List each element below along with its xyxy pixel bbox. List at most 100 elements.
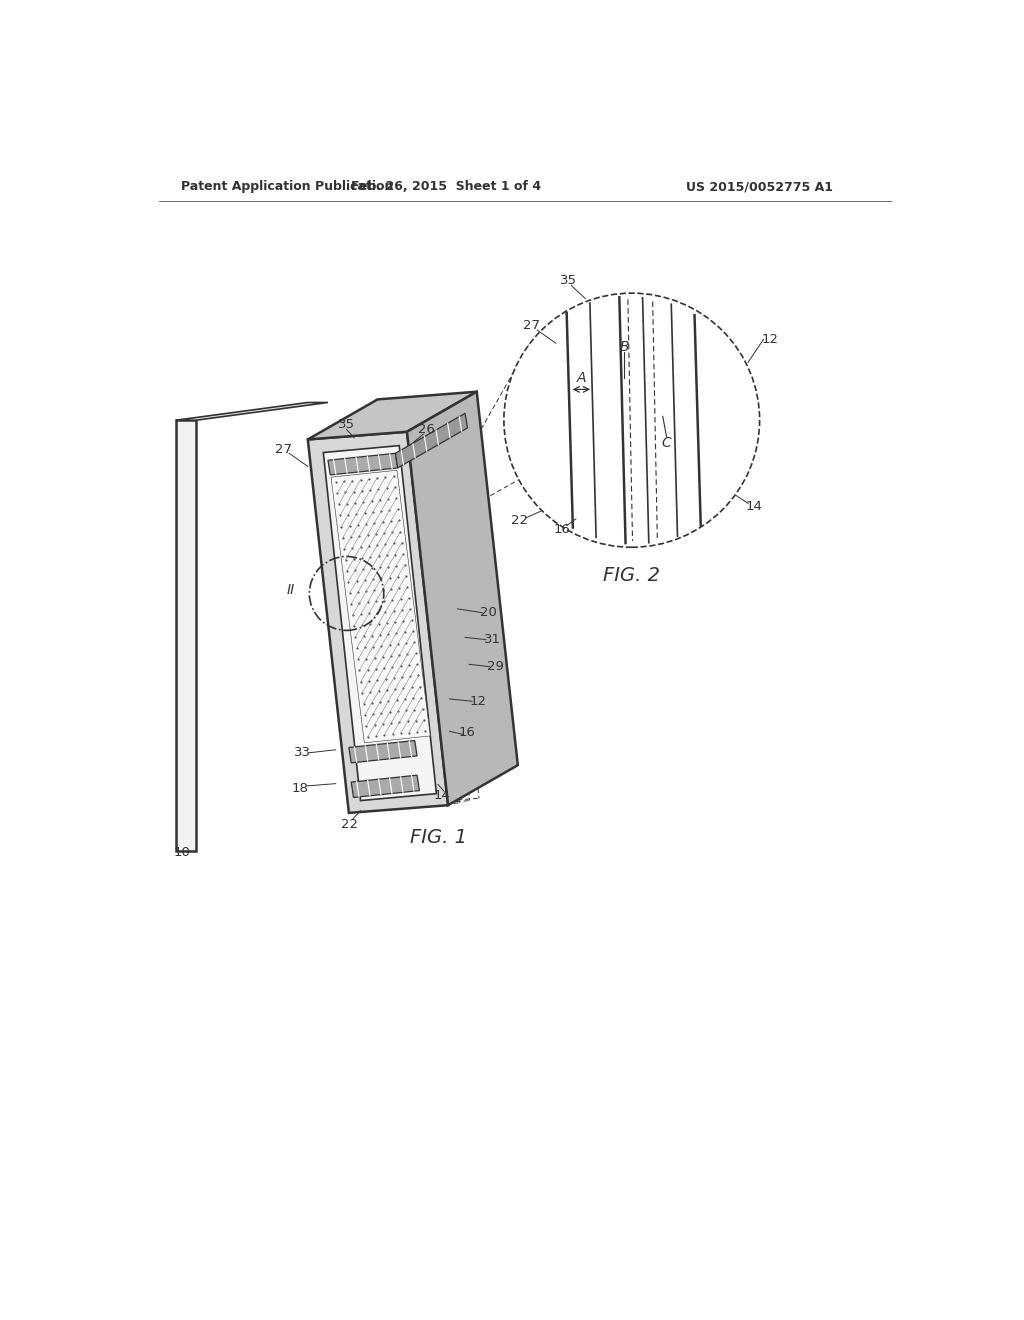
- Polygon shape: [407, 392, 518, 805]
- Point: [352, 671, 369, 692]
- Point: [369, 602, 385, 623]
- Point: [381, 568, 397, 589]
- Point: [389, 566, 406, 587]
- Point: [364, 557, 380, 578]
- Point: [362, 681, 379, 702]
- Polygon shape: [395, 413, 467, 469]
- Point: [356, 503, 373, 524]
- Point: [402, 665, 419, 686]
- Point: [376, 725, 392, 746]
- Point: [355, 693, 372, 714]
- Point: [397, 565, 414, 586]
- Point: [382, 701, 398, 722]
- Point: [339, 492, 355, 513]
- Polygon shape: [176, 403, 328, 420]
- Point: [404, 688, 421, 709]
- Point: [387, 544, 403, 565]
- Point: [331, 494, 347, 515]
- Point: [413, 686, 429, 708]
- Point: [362, 479, 379, 500]
- Point: [358, 648, 375, 669]
- Point: [352, 603, 369, 624]
- Point: [375, 512, 391, 533]
- Point: [407, 700, 423, 721]
- Point: [365, 502, 381, 523]
- Point: [359, 524, 376, 545]
- Point: [399, 711, 416, 733]
- Point: [390, 701, 407, 722]
- Point: [367, 579, 383, 601]
- Point: [384, 521, 400, 543]
- Point: [379, 612, 395, 634]
- Point: [356, 704, 373, 725]
- Point: [379, 478, 395, 499]
- Point: [377, 466, 393, 487]
- Point: [391, 510, 408, 531]
- Point: [388, 556, 404, 577]
- Text: 35: 35: [338, 417, 355, 430]
- Point: [350, 582, 367, 603]
- Point: [395, 610, 412, 631]
- Point: [352, 536, 369, 557]
- Point: [400, 655, 417, 676]
- Text: B: B: [620, 341, 629, 354]
- Point: [355, 558, 372, 579]
- Point: [365, 569, 381, 590]
- Text: 16: 16: [459, 726, 476, 739]
- Point: [359, 659, 376, 680]
- Point: [343, 594, 359, 615]
- Polygon shape: [328, 453, 397, 475]
- Point: [375, 714, 391, 735]
- Point: [348, 638, 365, 659]
- Point: [341, 515, 357, 536]
- Point: [364, 692, 380, 713]
- Point: [328, 471, 344, 492]
- Point: [369, 535, 385, 556]
- Point: [395, 543, 412, 564]
- Polygon shape: [324, 446, 436, 800]
- Point: [337, 549, 353, 570]
- Point: [400, 722, 417, 743]
- Point: [411, 665, 427, 686]
- Circle shape: [504, 293, 760, 548]
- Point: [407, 632, 423, 653]
- Text: 26: 26: [418, 422, 435, 436]
- Point: [383, 511, 399, 532]
- Point: [389, 499, 406, 520]
- Point: [387, 477, 403, 498]
- Point: [359, 591, 376, 612]
- Point: [369, 467, 385, 488]
- Point: [376, 523, 392, 544]
- Text: 14: 14: [745, 500, 763, 513]
- Point: [399, 644, 416, 665]
- Point: [367, 714, 383, 735]
- Point: [365, 636, 381, 657]
- Point: [347, 627, 364, 648]
- Point: [388, 622, 404, 643]
- Text: II: II: [287, 582, 295, 597]
- Text: FIG. 1: FIG. 1: [410, 828, 467, 847]
- Point: [395, 677, 412, 698]
- Point: [352, 469, 369, 490]
- Point: [376, 657, 392, 678]
- Point: [367, 512, 383, 533]
- Point: [354, 682, 371, 704]
- Point: [344, 470, 360, 491]
- Point: [402, 598, 419, 619]
- Text: Patent Application Publication: Patent Application Publication: [180, 181, 393, 194]
- Point: [408, 710, 424, 731]
- Point: [368, 726, 384, 747]
- Point: [362, 546, 379, 568]
- Point: [367, 647, 383, 668]
- Polygon shape: [349, 741, 417, 763]
- Text: A: A: [577, 371, 586, 385]
- Polygon shape: [331, 470, 430, 743]
- Point: [375, 579, 391, 601]
- Text: Feb. 26, 2015  Sheet 1 of 4: Feb. 26, 2015 Sheet 1 of 4: [350, 181, 541, 194]
- Point: [386, 668, 402, 689]
- Point: [340, 504, 356, 525]
- Point: [385, 466, 401, 487]
- Point: [381, 635, 397, 656]
- Point: [347, 560, 364, 581]
- Point: [336, 471, 352, 492]
